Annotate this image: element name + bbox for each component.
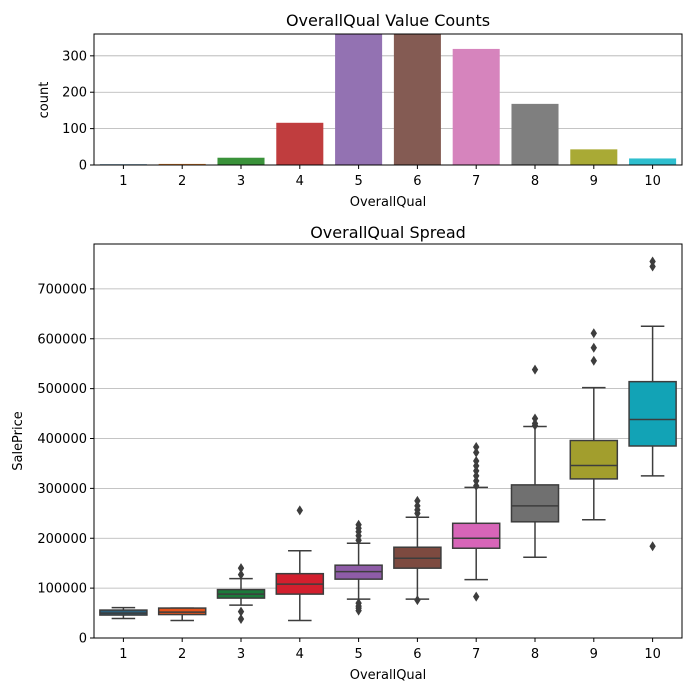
box-group xyxy=(216,563,266,625)
outlier-point xyxy=(649,256,656,267)
box-plot-xlabel: OverallQual xyxy=(350,668,427,683)
x-tick-label: 8 xyxy=(531,647,539,662)
bar-chart-xlabel: OverallQual xyxy=(350,195,427,210)
outlier-point xyxy=(237,606,245,617)
bar-chart-title: OverallQual Value Counts xyxy=(286,11,490,30)
box-plot-panel: 0 100000 200000 300000 400000 500000 600000 700… xyxy=(11,223,683,683)
box-group xyxy=(451,441,501,602)
outlier-point xyxy=(590,342,597,353)
bar xyxy=(452,48,500,165)
x-tick-label: 9 xyxy=(590,174,598,189)
bar xyxy=(335,34,383,165)
x-tick-label: 7 xyxy=(472,647,480,662)
x-tick-label: 10 xyxy=(644,174,661,189)
box-plot-title: OverallQual Spread xyxy=(310,223,466,242)
bar xyxy=(393,34,441,165)
y-tick-label: 300000 xyxy=(37,482,87,497)
y-tick-label: 700000 xyxy=(37,282,87,297)
bar xyxy=(511,103,559,165)
outlier-point xyxy=(649,541,656,552)
y-tick-label: 200000 xyxy=(37,532,87,547)
box-group xyxy=(569,328,619,521)
y-tick-label: 600000 xyxy=(37,332,87,347)
box-group xyxy=(510,364,560,558)
outlier-point xyxy=(473,441,480,452)
y-tick-label: 100 xyxy=(62,122,87,137)
x-tick-label: 4 xyxy=(296,647,304,662)
box-group xyxy=(628,256,677,552)
outlier-point xyxy=(237,569,245,580)
box-group xyxy=(393,495,442,606)
x-tick-label: 1 xyxy=(119,647,127,662)
x-tick-label: 8 xyxy=(531,174,539,189)
bar xyxy=(570,149,618,165)
x-tick-label: 2 xyxy=(178,647,186,662)
bar xyxy=(629,158,677,165)
outlier-point xyxy=(237,563,245,574)
x-tick-label: 5 xyxy=(354,174,362,189)
x-tick-label: 1 xyxy=(119,174,127,189)
x-tick-label: 5 xyxy=(354,647,362,662)
y-tick-label: 0 xyxy=(79,632,87,647)
outlier-point xyxy=(531,364,539,375)
box-plot-frame xyxy=(93,243,683,639)
x-tick-label: 10 xyxy=(644,647,661,662)
y-tick-label: 200 xyxy=(62,86,87,101)
y-tick-label: 500000 xyxy=(37,382,87,397)
x-tick-label: 3 xyxy=(237,174,245,189)
box xyxy=(510,484,560,523)
outlier-point xyxy=(473,591,480,602)
bar-chart-ylabel: count xyxy=(37,82,52,119)
box-group xyxy=(99,606,148,620)
outlier-point xyxy=(237,614,245,625)
x-tick-label: 2 xyxy=(178,174,186,189)
x-tick-label: 3 xyxy=(237,647,245,662)
outlier-point xyxy=(414,595,421,606)
outlier-point xyxy=(296,505,303,516)
bar xyxy=(217,157,265,165)
bar-chart-frame xyxy=(93,33,683,166)
outlier-point xyxy=(531,413,539,424)
box-group xyxy=(275,505,325,622)
x-tick-label: 6 xyxy=(413,647,421,662)
bar xyxy=(276,122,324,165)
outlier-point xyxy=(473,447,480,458)
outlier-point xyxy=(355,519,362,530)
box-plot-ylabel: SalePrice xyxy=(11,411,26,471)
box-group xyxy=(157,607,207,622)
outlier-point xyxy=(590,328,597,339)
y-tick-label: 400000 xyxy=(37,432,87,447)
box xyxy=(451,522,501,549)
bar xyxy=(158,163,206,165)
y-tick-label: 100000 xyxy=(37,582,87,597)
x-tick-label: 7 xyxy=(472,174,480,189)
x-tick-label: 9 xyxy=(590,647,598,662)
bar-chart-panel: 0 100 200 300 1 2 3 4 5 6 7 8 9 10 OverallQual Value… xyxy=(37,11,683,210)
box xyxy=(569,439,619,480)
outlier-point xyxy=(355,598,362,609)
y-tick-label: 300 xyxy=(62,49,87,64)
outlier-point xyxy=(473,455,480,466)
x-tick-label: 6 xyxy=(413,174,421,189)
box-group xyxy=(334,519,383,616)
box xyxy=(628,380,677,447)
y-tick-label: 0 xyxy=(79,159,87,174)
outlier-point xyxy=(590,355,597,366)
outlier-point xyxy=(414,495,421,506)
x-tick-label: 4 xyxy=(296,174,304,189)
